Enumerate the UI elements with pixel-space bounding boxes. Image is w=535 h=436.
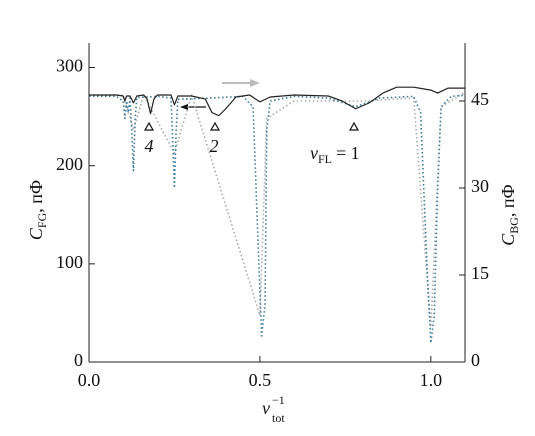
annotation: 2 (210, 136, 219, 156)
y2-tick-label: 15 (471, 263, 489, 283)
x-label-sup: −1 (272, 393, 285, 407)
y2-label-symbol: C (498, 233, 518, 246)
annotation-text: = 1 (336, 143, 360, 163)
arrow-left (180, 104, 206, 110)
y2-tick-label: 45 (471, 89, 489, 109)
y-label-symbol: C (26, 227, 46, 240)
y2-tick-label: 30 (471, 176, 489, 196)
y2-axis-label: CBG, пФ (498, 184, 521, 246)
y-tick-label: 200 (56, 154, 83, 174)
y-tick-label: 100 (56, 252, 83, 272)
annotation: 4 (145, 136, 154, 156)
marker-triangle (348, 121, 360, 131)
x-tick-label: 1.0 (420, 370, 443, 390)
data-line (89, 94, 466, 344)
annotation-sub: FL (318, 152, 332, 166)
marker-triangle (209, 121, 221, 131)
y-label-sub: FG (35, 212, 49, 228)
marker-triangle (143, 121, 155, 131)
arrow-right (222, 79, 260, 87)
y-label-unit: , пФ (26, 180, 46, 213)
y2-label-sub: BG (507, 217, 521, 234)
annotation-symbol: ν (310, 143, 318, 163)
y2-tick-label: 0 (471, 350, 480, 370)
data-line (89, 91, 466, 328)
y-axis-label: CFG, пФ (26, 180, 49, 240)
annotation: νFL = 1 (310, 143, 360, 166)
x-label-symbol: ν (262, 398, 270, 418)
x-tick-label: 0.5 (249, 370, 272, 390)
data-line (89, 86, 465, 117)
y-tick-label: 300 (56, 56, 83, 76)
y-tick-label: 0 (74, 350, 83, 370)
x-label-sub: tot (272, 411, 285, 425)
x-tick-label: 0.0 (78, 370, 101, 390)
y2-label-unit: , пФ (498, 184, 518, 217)
